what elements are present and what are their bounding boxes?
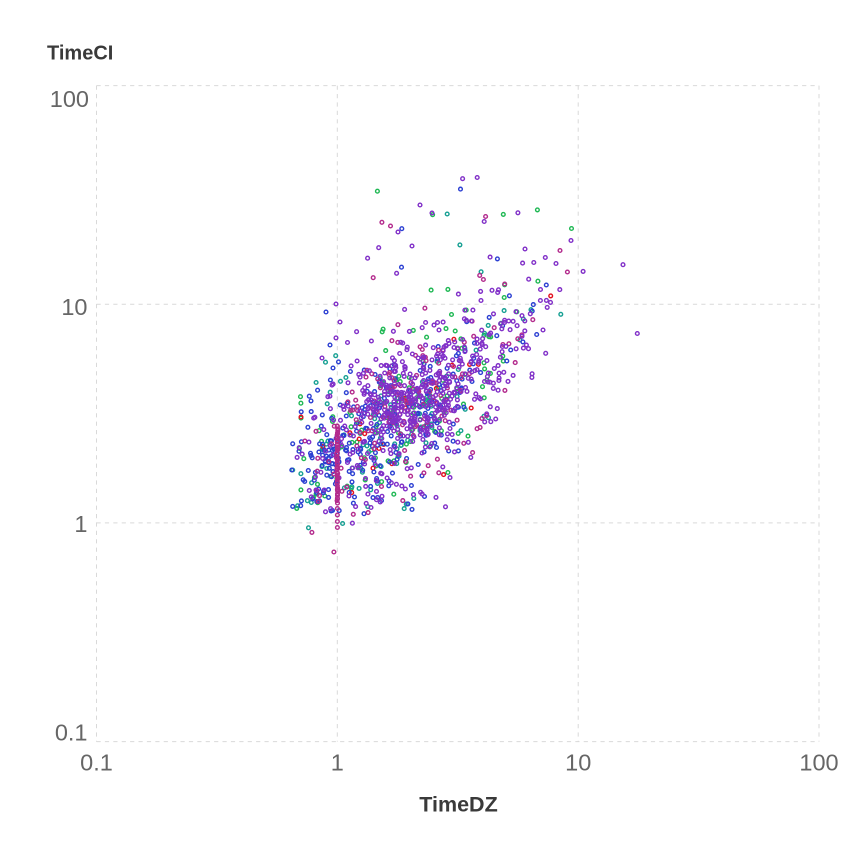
svg-text:10: 10 <box>565 750 591 776</box>
svg-text:100: 100 <box>50 86 89 112</box>
svg-text:0.1: 0.1 <box>55 720 88 746</box>
svg-text:10: 10 <box>61 294 87 320</box>
svg-text:TimeDZ: TimeDZ <box>419 793 497 817</box>
svg-text:1: 1 <box>74 511 87 537</box>
svg-text:0.1: 0.1 <box>80 750 113 776</box>
svg-text:100: 100 <box>799 750 838 776</box>
svg-text:1: 1 <box>331 750 344 776</box>
svg-text:TimeCI: TimeCI <box>47 43 113 65</box>
